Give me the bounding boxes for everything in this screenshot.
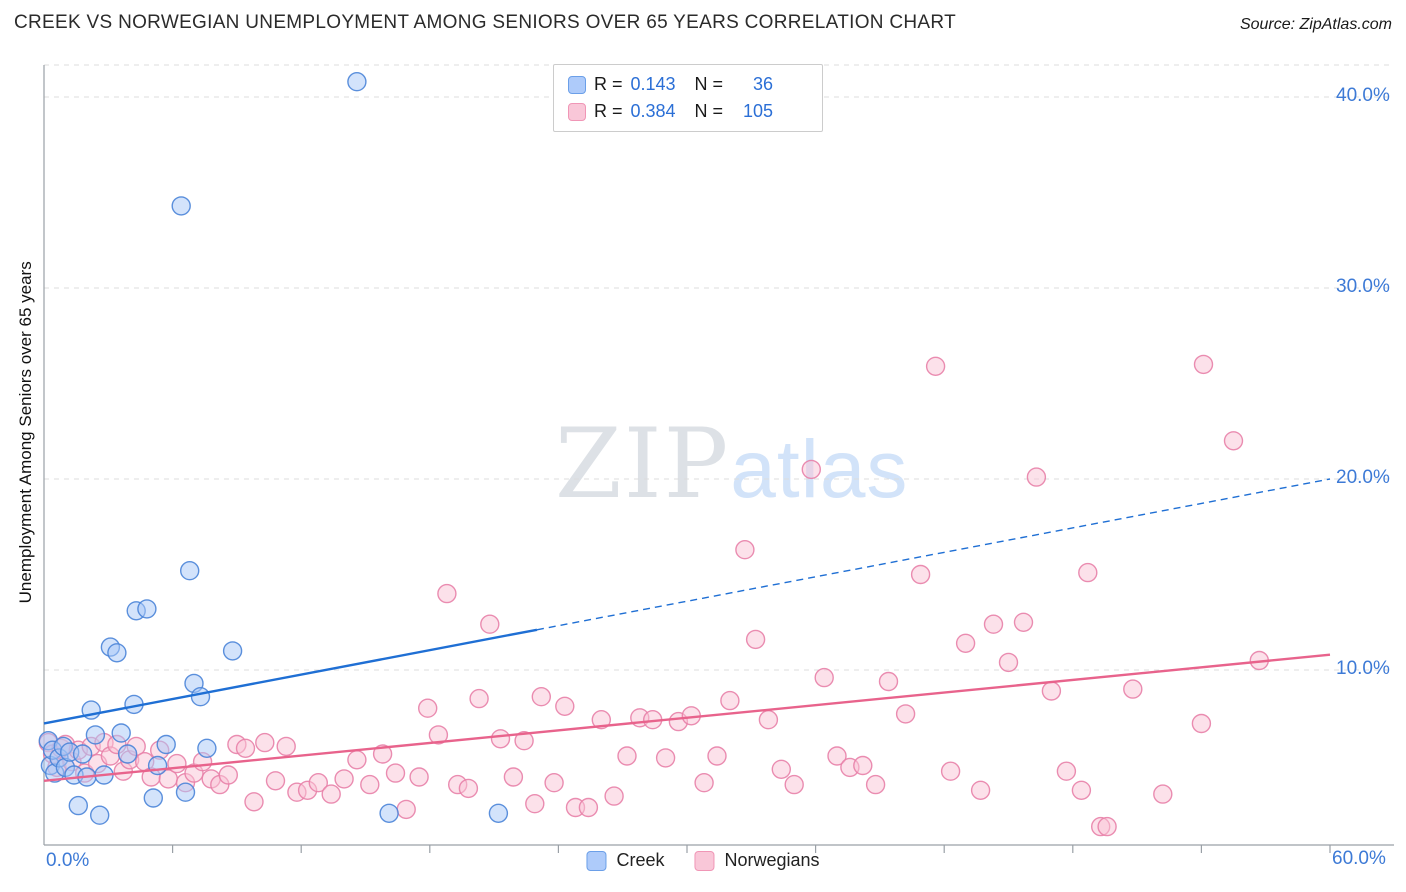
creek-n-value: 36 [753,74,774,94]
x-tick-label-60: 60.0% [1332,848,1386,869]
page-title: CREEK VS NORWEGIAN UNEMPLOYMENT AMONG SE… [14,12,956,33]
legend-row-creek: R = 0.143 N = 36 [568,74,808,95]
y-axis-title: Unemployment Among Seniors over 65 years [16,261,35,604]
y-tick-label-20: 20.0% [1336,467,1390,488]
norwegians-n-value: 105 [742,101,774,121]
y-tick-label-40: 40.0% [1336,85,1390,106]
y-tick-label-10: 10.0% [1336,658,1390,679]
correlation-legend-box: R = 0.143 N = 36 R = 0.384 N = 105 [553,64,823,132]
norwegians-swatch-icon [568,102,586,121]
bottom-legend: Creek Norwegians [586,850,820,871]
norwegians-r-value: 0.384 [630,101,676,121]
norwegians-n-label: N = [694,101,724,121]
creek-r-label: R = [594,74,623,94]
creek-swatch-icon [568,75,586,94]
creek-legend-label: Creek [616,850,665,870]
creek-legend-swatch-icon [586,850,607,871]
norwegians-legend-swatch-icon [694,850,715,871]
y-tick-label-30: 30.0% [1336,276,1390,297]
creek-r-value: 0.143 [630,74,676,94]
norwegians-legend-label: Norwegians [724,850,820,870]
legend-row-norwegians: R = 0.384 N = 105 [568,101,808,122]
norwegians-r-label: R = [594,101,623,121]
creek-n-label: N = [694,74,724,94]
source-attribution: Source: ZipAtlas.com [1239,16,1392,33]
x-tick-label-0: 0.0% [46,850,90,871]
